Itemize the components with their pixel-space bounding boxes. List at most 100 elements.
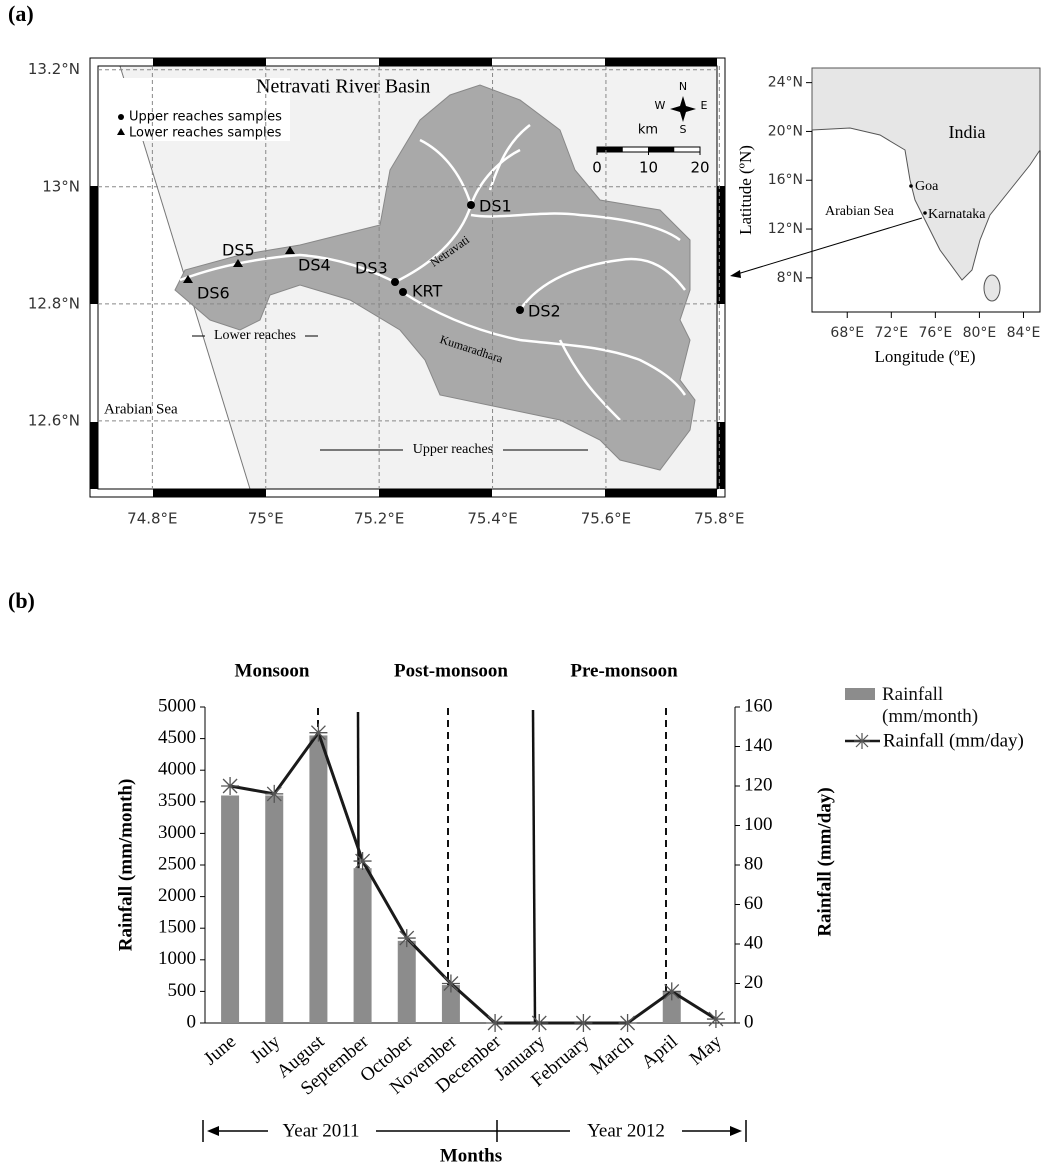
x-axis-label: Months — [440, 1145, 502, 1166]
site-marker — [391, 278, 399, 286]
inset-x-tick-label: 84°E — [1007, 325, 1041, 341]
y-tick-label: 1000 — [158, 948, 196, 969]
arrow-head — [730, 270, 741, 278]
scale-segment — [597, 147, 623, 152]
scale-bar — [596, 146, 701, 155]
arrow-head — [730, 1126, 742, 1136]
pointer-arrow — [733, 217, 923, 276]
site-marker — [183, 275, 193, 283]
y-tick-label: 4000 — [158, 759, 196, 780]
map-legend-box — [112, 78, 290, 141]
line-marker — [574, 1014, 593, 1032]
compass-label: N — [679, 80, 687, 93]
site-label: DS3 — [355, 259, 388, 278]
legend-circle — [118, 114, 124, 120]
map-x-tick-label: 74.8°E — [127, 510, 177, 528]
legend-label: Rainfall (mm/month) — [882, 684, 979, 727]
map-y-tick-label: 13°N — [42, 177, 80, 195]
scale-unit: km — [638, 123, 658, 138]
y2-tick-label: 120 — [744, 774, 773, 795]
map-title: Netravati River Basin — [256, 76, 430, 98]
period-arrows — [202, 1120, 747, 1142]
line-marker — [397, 929, 416, 948]
inset-x-tick-label: 80°E — [963, 325, 997, 341]
line-marker — [353, 852, 372, 871]
y-tick-label: 2500 — [158, 853, 196, 874]
section-labels: Monsoon Post-monsoon Pre-monsoon — [235, 660, 679, 681]
scale-tick-label: 10 — [639, 159, 658, 177]
y2-axis-label: Rainfall (mm/day) — [814, 787, 835, 936]
line-marker — [441, 974, 460, 993]
bar — [221, 795, 240, 1023]
compass-label: W — [655, 99, 666, 112]
site-marker — [233, 259, 243, 267]
inset-label: India — [949, 122, 986, 142]
y-tick-label: 0 — [187, 1011, 197, 1032]
site-marker — [467, 201, 475, 209]
bar — [397, 940, 416, 1023]
x-tick-label: May — [686, 1031, 727, 1070]
site-label: DS4 — [298, 256, 331, 275]
period-label: Year 2011 — [282, 1120, 359, 1141]
map-legend-text: Lower reaches samples — [129, 126, 282, 141]
site-marker — [516, 306, 524, 314]
site-marker — [285, 246, 295, 254]
map-y-tick-label: 13.2°N — [28, 60, 80, 78]
map-x-tick-label: 75.2°E — [354, 510, 404, 528]
bar — [265, 795, 284, 1023]
y-tick-label: 500 — [168, 980, 197, 1001]
region-label: Upper reaches — [413, 442, 493, 457]
y-axis-label: Rainfall (mm/month) — [115, 779, 136, 952]
section-label: Pre-monsoon — [570, 660, 678, 681]
section-label: Post-monsoon — [394, 660, 508, 681]
line-marker — [486, 1014, 505, 1032]
line-marker — [530, 1014, 549, 1032]
scale-tick-label: 20 — [690, 159, 709, 177]
map-x-tick-label: 75.8°E — [694, 510, 744, 528]
bar — [441, 985, 460, 1023]
scale-segment — [648, 147, 675, 152]
india — [811, 67, 1041, 281]
y2-tick-label: 140 — [744, 735, 773, 756]
y-tick-label: 3500 — [158, 790, 196, 811]
panel-label: (a) — [8, 1, 34, 26]
y2-tick-label: 20 — [744, 972, 763, 993]
y2-tick-label: 160 — [744, 695, 773, 716]
y-tick-label: 1500 — [158, 917, 196, 938]
y2-tick-label: 0 — [744, 1011, 754, 1032]
place-marker — [923, 211, 927, 215]
inset-y-tick-label: 20°N — [768, 123, 803, 139]
legend-triangle — [117, 128, 125, 135]
section-label: Monsoon — [235, 660, 310, 681]
inset-y-tick-label: 24°N — [768, 75, 803, 91]
region-label: Arabian Sea — [104, 401, 178, 417]
inset-xlabel: Longitude (ºE) — [874, 347, 975, 366]
line-marker — [265, 784, 284, 803]
y2-tick-label: 80 — [744, 853, 763, 874]
line-marker — [618, 1014, 637, 1032]
site-label: DS6 — [197, 284, 230, 303]
y-tick-label: 3000 — [158, 822, 196, 843]
inset-x-tick-label: 72°E — [874, 325, 908, 341]
panel-label: (b) — [8, 588, 35, 613]
frame-bars — [90, 58, 725, 497]
inset-x-tick-label: 76°E — [919, 325, 953, 341]
basin — [174, 84, 696, 471]
map-legend-text: Upper reaches samples — [129, 110, 282, 125]
legend-marker — [854, 733, 870, 749]
inset-ylabel: Latitude (ºN) — [736, 145, 755, 235]
site-label: KRT — [412, 282, 442, 301]
inset-y-tick-label: 8°N — [777, 270, 803, 286]
inset-label: Goa — [915, 179, 939, 194]
x-tick-label: June — [200, 1031, 240, 1069]
compass-label: E — [701, 99, 708, 112]
x-tick-label: April — [638, 1031, 682, 1073]
place-marker — [909, 184, 913, 188]
inset-label: Arabian Sea — [825, 204, 895, 219]
map-y-tick-label: 12.6°N — [28, 411, 80, 429]
line — [229, 729, 717, 1025]
y-tick-label: 2000 — [158, 885, 196, 906]
inset-map: India Goa Karnataka Arabian Sea Longitud… — [730, 67, 1041, 366]
